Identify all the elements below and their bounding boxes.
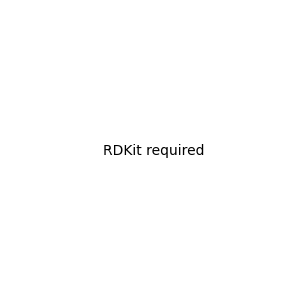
Text: RDKit required: RDKit required	[103, 145, 205, 158]
